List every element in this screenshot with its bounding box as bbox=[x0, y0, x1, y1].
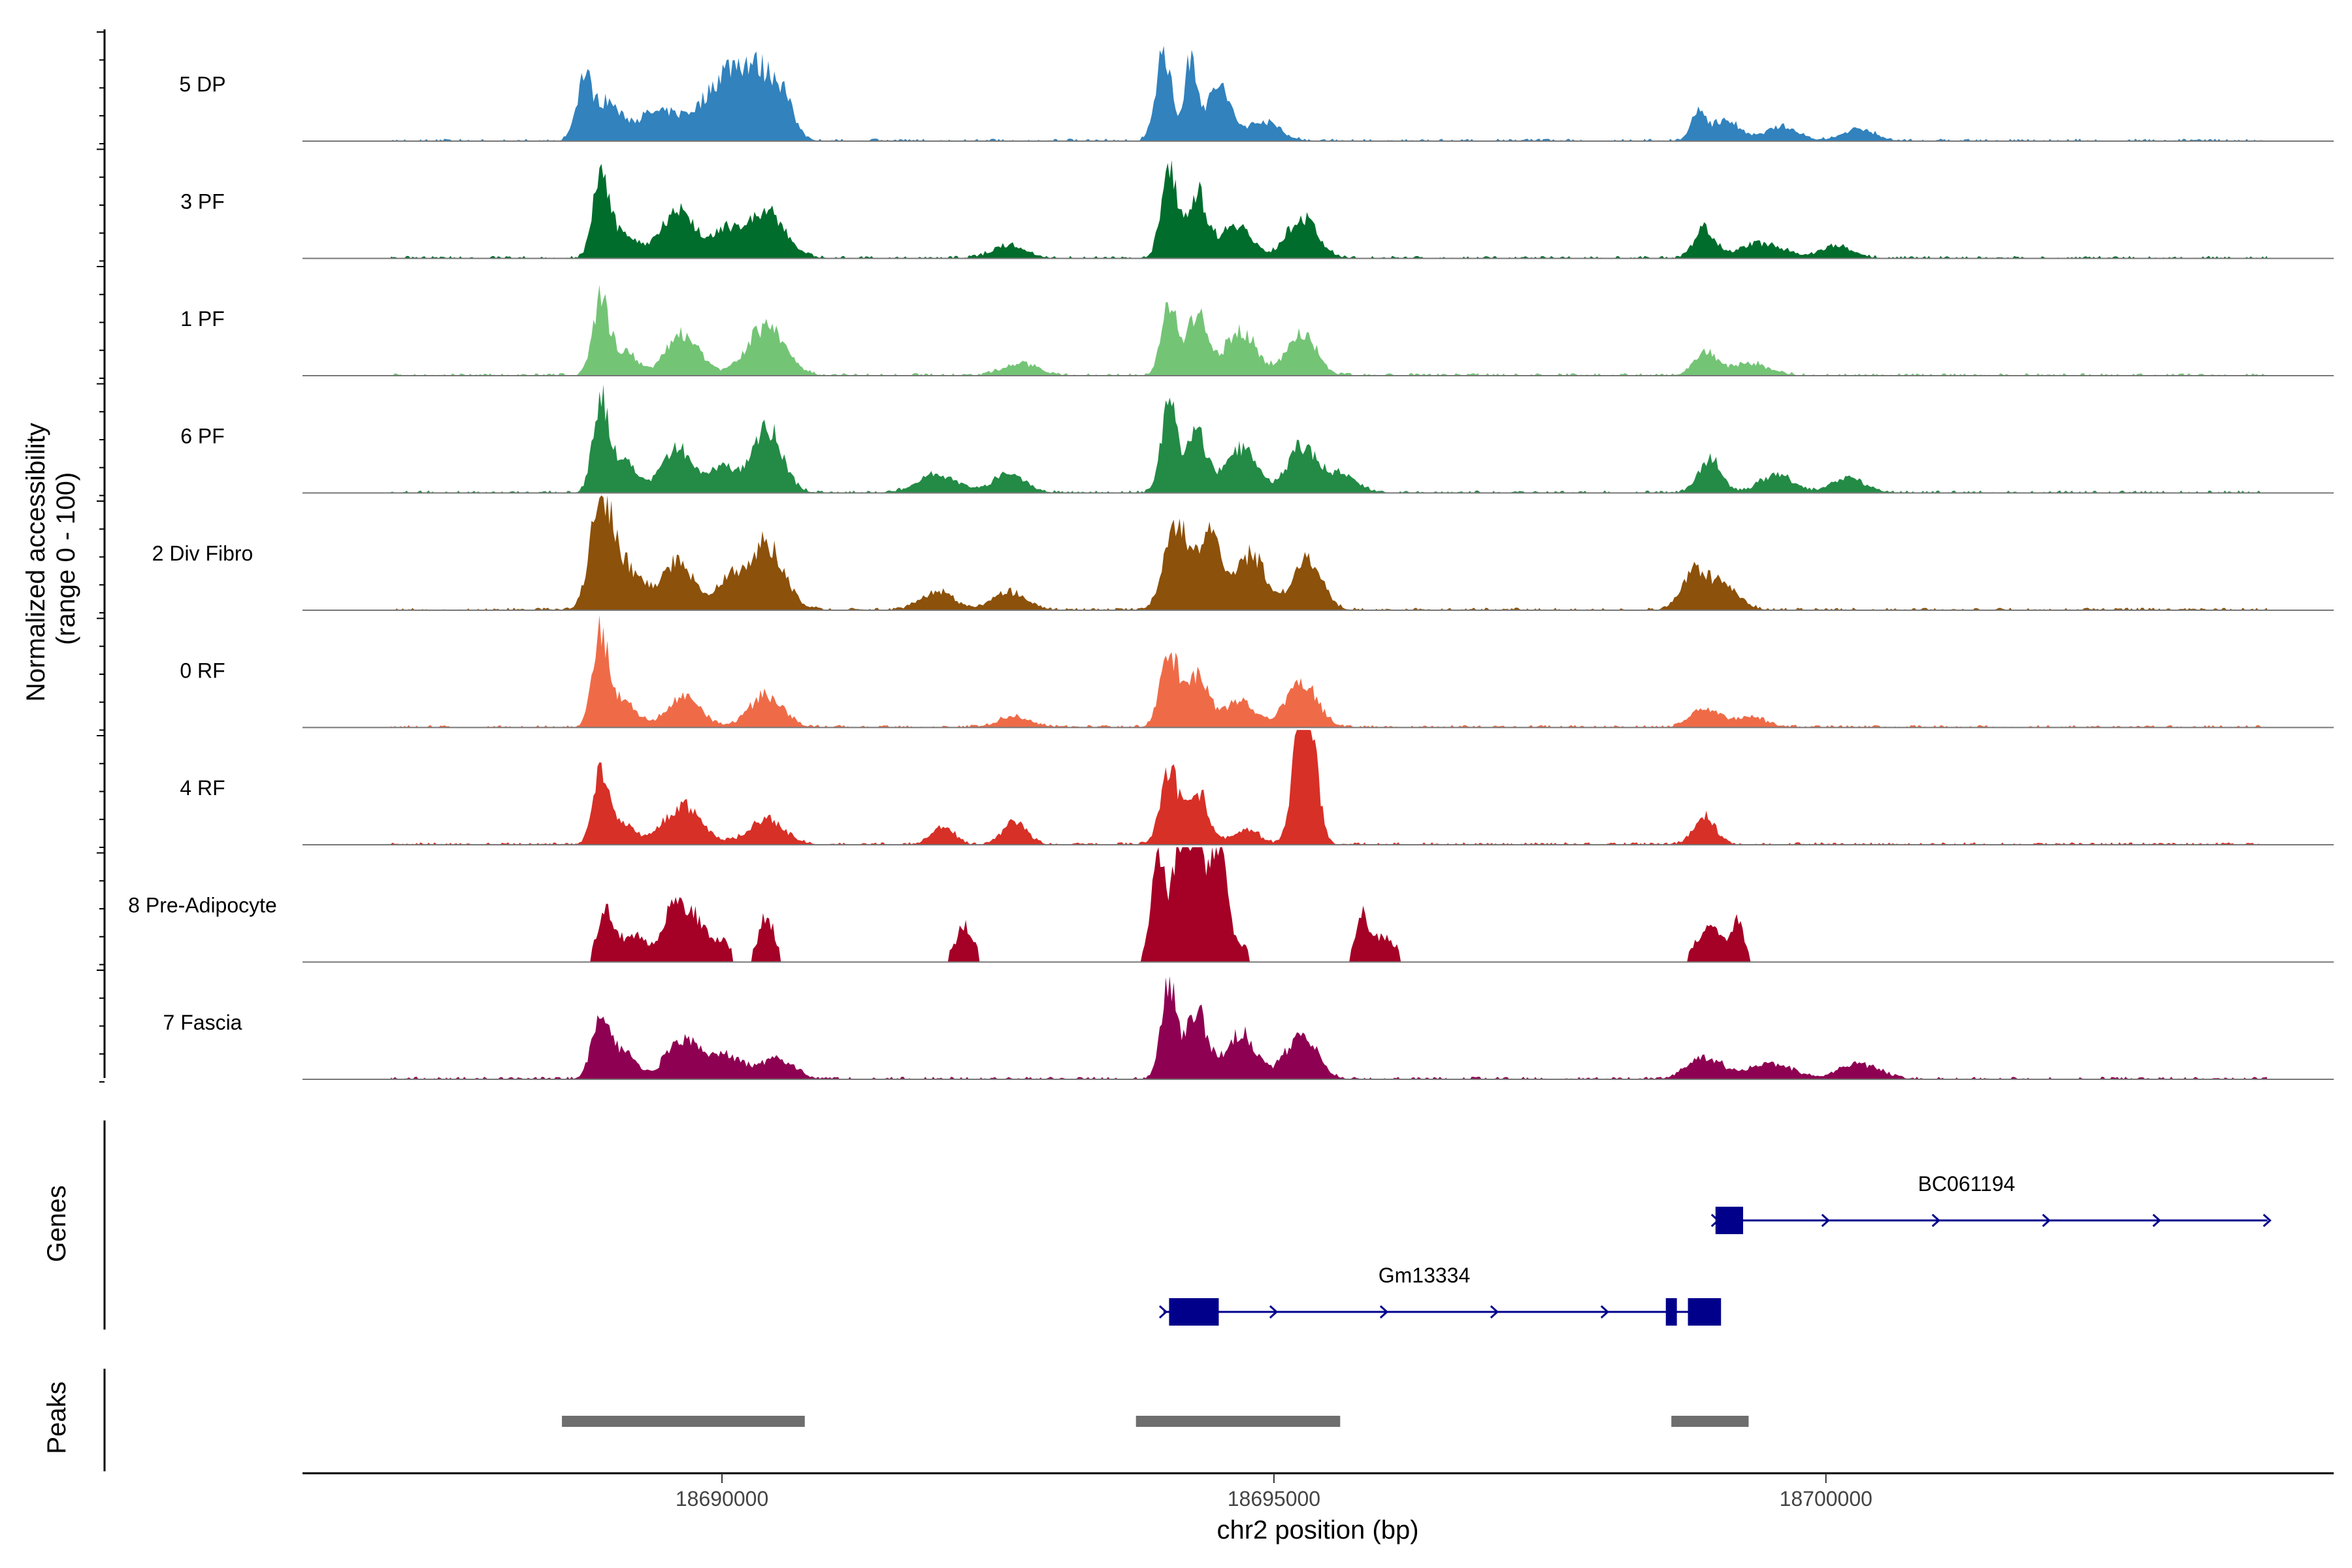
track-area-5 bbox=[391, 495, 2268, 610]
track-label: 8 Pre-Adipocyte bbox=[128, 894, 277, 917]
track-area-2 bbox=[391, 159, 2268, 259]
track-area-9 bbox=[391, 976, 2268, 1079]
strand-arrow bbox=[2042, 1213, 2051, 1228]
strand-arrow bbox=[1158, 1305, 1168, 1319]
track-label: 6 PF bbox=[180, 425, 225, 448]
track-area-1 bbox=[391, 46, 2268, 141]
gene-name: Gm13334 bbox=[1379, 1264, 1471, 1287]
track-label: 7 Fascia bbox=[163, 1011, 242, 1034]
accessibility-tracks bbox=[302, 46, 2334, 1080]
peaks-axis-title: Peaks bbox=[42, 1381, 71, 1454]
track-area-3 bbox=[391, 284, 2268, 376]
y-axis-title-line1: Normalized accessibility bbox=[22, 423, 50, 702]
track-area-4 bbox=[391, 384, 2268, 493]
track-label: 2 Div Fibro bbox=[152, 542, 253, 565]
track-label: 4 RF bbox=[180, 776, 225, 800]
x-axis-title: chr2 position (bp) bbox=[1217, 1516, 1418, 1544]
strand-arrow bbox=[1600, 1305, 1610, 1319]
strand-arrow bbox=[2152, 1213, 2161, 1228]
strand-arrow bbox=[1269, 1305, 1279, 1319]
strand-arrow bbox=[1931, 1213, 1940, 1228]
x-axis: chr2 position (bp) 18690000 18695000 18700… bbox=[302, 1472, 2334, 1544]
track-area-7 bbox=[391, 730, 2268, 845]
y-axes: Normalized accessibility (range 0 - 100)… bbox=[22, 29, 106, 1471]
track-label: 0 RF bbox=[180, 659, 225, 683]
x-tick-label: 18690000 bbox=[676, 1487, 768, 1511]
track-area-8 bbox=[556, 847, 1771, 962]
y-axis-title: Normalized accessibility (range 0 - 100) bbox=[22, 416, 80, 702]
track-label: 1 PF bbox=[180, 307, 225, 331]
peaks-panel bbox=[562, 1416, 1749, 1427]
genes-panel: BC061194 Gm13334 bbox=[1158, 1172, 2272, 1326]
gene-exon bbox=[1169, 1298, 1219, 1326]
y-axis-title-line2: (range 0 - 100) bbox=[52, 472, 80, 645]
gene-exon bbox=[1715, 1207, 1744, 1234]
track-label: 3 PF bbox=[180, 190, 225, 214]
x-tick-label: 18700000 bbox=[1780, 1487, 1872, 1511]
track-label: 5 DP bbox=[179, 73, 225, 96]
track-area-6 bbox=[391, 615, 2268, 728]
peak-region bbox=[1671, 1416, 1749, 1427]
gene-exon bbox=[1688, 1298, 1722, 1326]
genes-axis-title: Genes bbox=[42, 1185, 71, 1262]
gene-exon bbox=[1665, 1298, 1677, 1326]
peak-region bbox=[562, 1416, 805, 1427]
peak-region bbox=[1135, 1416, 1341, 1427]
strand-arrow bbox=[2262, 1213, 2272, 1228]
x-tick-label: 18695000 bbox=[1228, 1487, 1320, 1511]
strand-arrow bbox=[1379, 1305, 1389, 1319]
gene-name: BC061194 bbox=[1918, 1172, 2016, 1196]
strand-arrow bbox=[1821, 1213, 1830, 1228]
strand-arrow bbox=[1490, 1305, 1499, 1319]
track-labels: 5 DP 3 PF 1 PF 6 PF 2 Div Fibro 0 RF 4 RF 8 Pre… bbox=[128, 73, 277, 1034]
